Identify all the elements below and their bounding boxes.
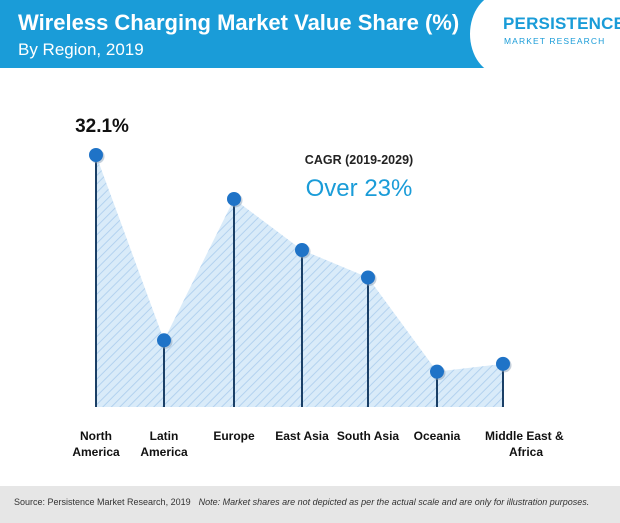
marker-1: [157, 333, 171, 348]
marker-0: [89, 148, 103, 162]
tick-label-2: Europe: [213, 429, 255, 443]
marker-4: [361, 270, 375, 285]
marker-3: [295, 242, 309, 257]
tick-label-3: East Asia: [275, 429, 329, 443]
source-line: Source: Persistence Market Research, 201…: [14, 497, 589, 507]
marker-2: [227, 191, 241, 206]
footer: Source: Persistence Market Research, 201…: [0, 486, 620, 523]
cagr-value: Over 23%: [306, 175, 413, 202]
area-fill: [96, 155, 503, 407]
data-label-0: 32.1%: [75, 116, 129, 137]
header: Wireless Charging Market Value Share (%)…: [0, 0, 620, 74]
tick-label-0: North America: [72, 429, 120, 459]
tick-label-6: Middle East & Africa: [485, 429, 564, 459]
marker-6: [496, 356, 510, 371]
title-band: Wireless Charging Market Value Share (%)…: [0, 0, 496, 68]
note-text: Note: Market shares are not depicted as …: [198, 497, 590, 507]
source-text: Source: Persistence Market Research, 201…: [14, 497, 191, 507]
chart: North America 32.1% Latin America Europe East …: [72, 116, 564, 459]
tick-label-1: Latin America: [140, 429, 188, 459]
marker-5: [430, 364, 444, 379]
tick-label-4: South Asia: [337, 429, 400, 443]
cagr-label: CAGR (2019-2029): [305, 153, 413, 167]
logo-subtext: MARKET RESEARCH: [504, 36, 606, 46]
logo: [494, 0, 620, 68]
tick-label-5: Oceania: [414, 429, 461, 443]
chart-subtitle: By Region, 2019: [18, 40, 144, 59]
logo-text: PERSISTENCE: [503, 14, 620, 33]
chart-title: Wireless Charging Market Value Share (%): [18, 10, 460, 35]
